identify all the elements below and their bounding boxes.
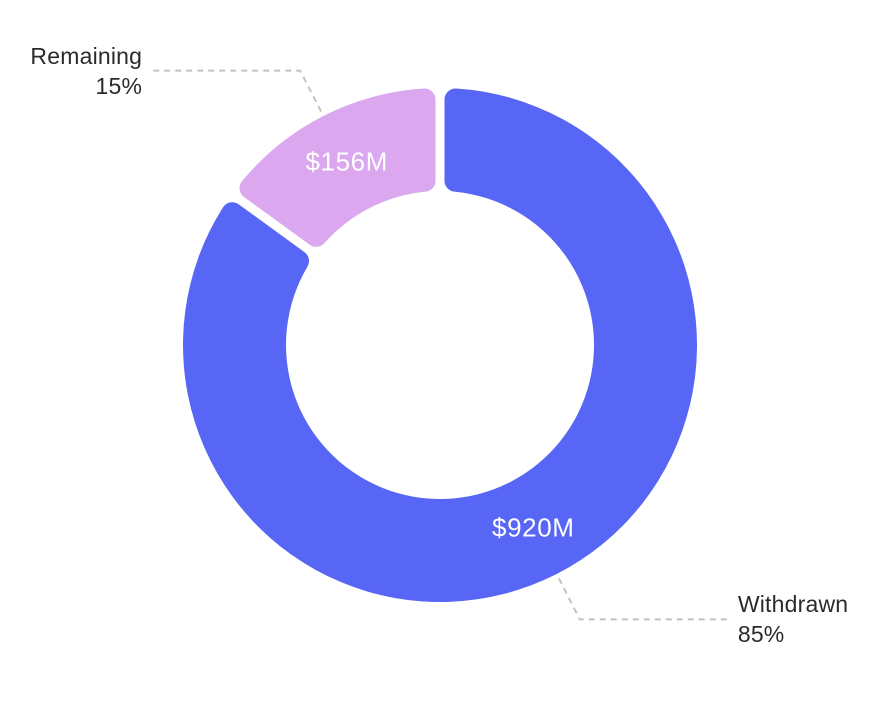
callout-category-text: Remaining [30,42,143,69]
callout-percent-text: 15% [95,72,143,99]
donut-slice-remaining[interactable] [239,88,436,247]
callout-line-withdrawn [558,577,731,621]
callout-line-remaining [149,69,322,113]
callout-label-withdrawn: Withdrawn 85% [738,589,848,649]
callout-category-text: Withdrawn [737,591,849,618]
donut-slice-withdrawn[interactable] [183,88,698,602]
callout-percent-text: 85% [737,621,785,648]
callout-label-remaining: Remaining 15% [30,41,142,101]
